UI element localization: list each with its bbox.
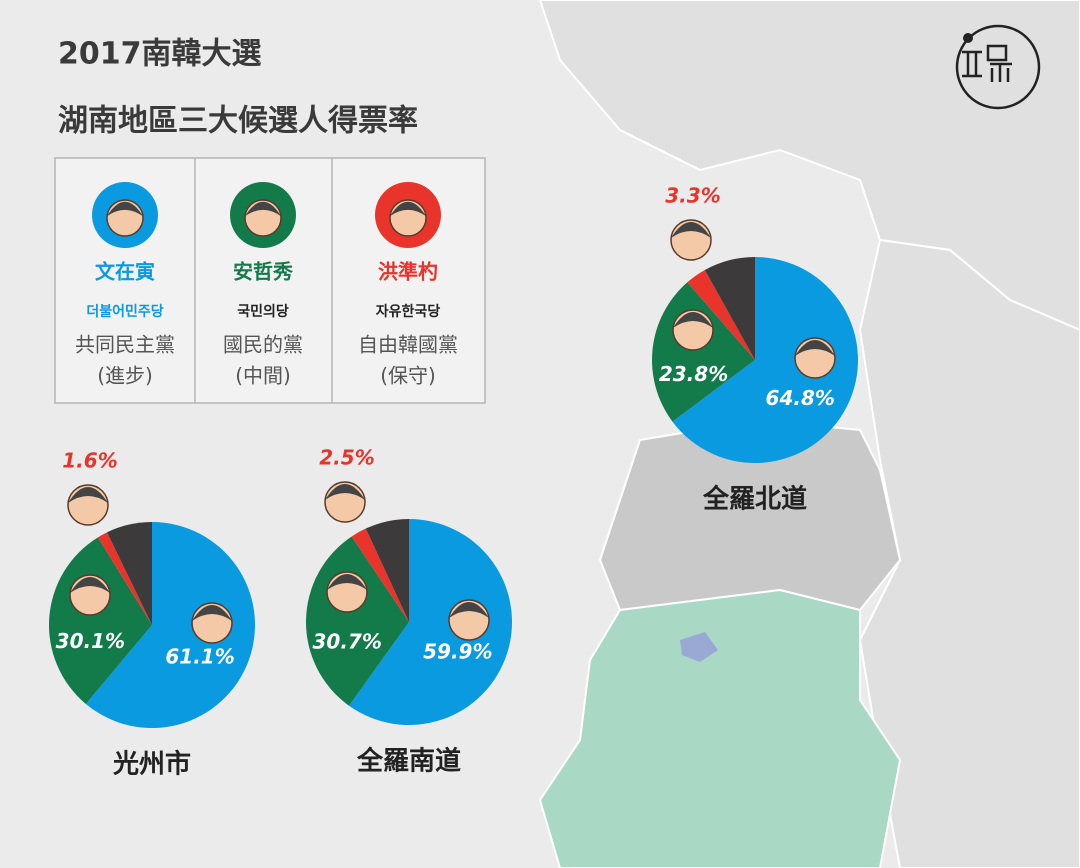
pie-slice (704, 257, 755, 360)
pie-slice (365, 519, 409, 622)
hair (68, 487, 108, 503)
value-label: 59.9% (423, 639, 492, 663)
value-label: 30.1% (56, 629, 125, 653)
party-stance: (進步) (97, 364, 153, 388)
pie-slice (672, 257, 858, 463)
pie-slice (351, 528, 409, 622)
party-logo: 더불어민주당 (86, 303, 163, 320)
party-logo: 국민의당 (237, 303, 289, 320)
value-label: 3.3% (665, 184, 720, 208)
candidate-name: 文在寅 (95, 260, 155, 284)
value-label: 61.1% (165, 645, 234, 669)
hair (673, 312, 713, 328)
party-name: 國民的黨 (223, 333, 303, 357)
hair (192, 605, 232, 621)
hair (390, 201, 426, 217)
candidate-name: 洪準杓 (378, 260, 438, 284)
hair (327, 574, 367, 590)
hair (70, 577, 110, 593)
value-label: 30.7% (313, 630, 382, 654)
candidate-name: 安哲秀 (233, 260, 293, 284)
value-label: 23.8% (659, 362, 728, 386)
party-stance: (中間) (235, 364, 291, 388)
party-name: 自由韓國黨 (358, 333, 458, 357)
party-logo: 자유한국당 (376, 303, 441, 320)
value-label: 64.8% (766, 386, 835, 410)
hair (107, 201, 143, 217)
hair (795, 340, 835, 356)
pie-slice (348, 519, 512, 725)
value-label: 2.5% (319, 446, 374, 470)
pie-title: 全羅北道 (702, 484, 807, 515)
value-label: 1.6% (62, 449, 117, 473)
hair (325, 484, 365, 500)
hair (671, 222, 711, 238)
logo (955, 24, 1041, 110)
title: 2017南韓大選 (58, 37, 262, 72)
subtitle: 湖南地區三大候選人得票率 (58, 104, 418, 139)
party-stance: (保守) (380, 364, 436, 388)
party-name: 共同民主黨 (75, 333, 175, 357)
pie-slice (85, 522, 255, 729)
pie-title: 光州市 (112, 749, 191, 780)
pie-slice (97, 532, 152, 625)
pie-slice (687, 270, 755, 360)
pie-slice (106, 522, 152, 625)
hair (449, 602, 489, 618)
hair (245, 201, 281, 217)
map (538, 0, 1080, 868)
pie-slice (49, 537, 153, 704)
pie-title: 全羅南道 (356, 746, 461, 777)
